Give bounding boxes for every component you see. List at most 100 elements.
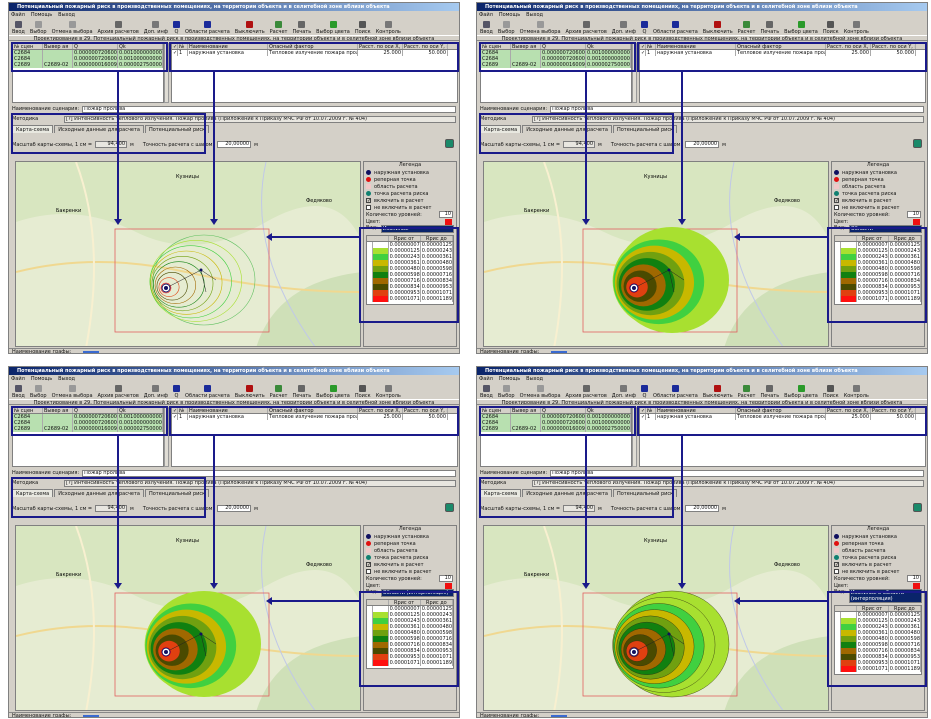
risk-level-row[interactable]: 0.000002435 0.000003618: [367, 254, 453, 260]
tab-3[interactable]: Потенциальный риск: [144, 489, 210, 497]
column-header[interactable]: №: [178, 44, 188, 49]
toolbar-button[interactable]: Q: [640, 382, 649, 399]
toolbar-button[interactable]: Поиск: [822, 18, 840, 35]
risk-level-row[interactable]: 0.000009532 0.000010714: [835, 660, 921, 666]
toolbar-button[interactable]: Выбор: [497, 18, 516, 35]
toolbar-button[interactable]: Области расчета: [652, 18, 699, 35]
calculation-area[interactable]: [114, 228, 270, 333]
risk-level-row[interactable]: 0.000002435 0.000003618: [367, 618, 453, 624]
method-select[interactable]: [?] Интенсивность теплового излучения. П…: [532, 479, 924, 487]
toolbar-button[interactable]: Выключить: [702, 18, 734, 35]
refresh-map-icon[interactable]: [445, 139, 454, 148]
menu-item[interactable]: Файл: [11, 376, 25, 382]
risk-level-row[interactable]: 0.000001253 0.000002435: [367, 612, 453, 618]
tab-2[interactable]: Исходные данные для расчета: [54, 489, 144, 497]
menu-item[interactable]: Помощь: [498, 12, 521, 18]
risk-level-row[interactable]: 0.000009532 0.000010714: [367, 290, 453, 296]
toolbar-button[interactable]: Области расчета: [652, 382, 699, 399]
levels-input[interactable]: 10: [439, 575, 453, 582]
risk-level-row[interactable]: 0.000007166 0.000008349: [367, 642, 453, 648]
risk-level-row[interactable]: 0.000004801 0.000005984: [367, 266, 453, 272]
refresh-map-icon[interactable]: [445, 503, 454, 512]
toolbar-button[interactable]: Доп. инф: [611, 382, 637, 399]
toolbar-button[interactable]: Контроль: [843, 382, 870, 399]
risk-level-row[interactable]: 0.000010714 0.000011897: [367, 660, 453, 666]
risk-level-row[interactable]: 0.000010714 0.000011897: [367, 296, 453, 302]
table-row[interactable]: C2684 0.000000720600 0.001000000000: [481, 420, 631, 426]
levels-input[interactable]: 10: [439, 211, 453, 218]
toolbar-button[interactable]: Области расчета: [184, 382, 231, 399]
risk-level-row[interactable]: 0.000005984 0.000007166: [835, 272, 921, 278]
toolbar-button[interactable]: Поиск: [822, 382, 840, 399]
menu-item[interactable]: Помощь: [30, 376, 53, 382]
toolbar-button[interactable]: Архив расчетов: [565, 382, 608, 399]
menu-item[interactable]: Выход: [526, 12, 543, 18]
toolbar-button[interactable]: Печать: [291, 18, 312, 35]
method-select[interactable]: [?] Интенсивность теплового излучения. П…: [532, 115, 924, 123]
scale-input[interactable]: 94,400: [563, 141, 596, 148]
column-header[interactable]: Расст. по оси Y, м: [872, 44, 916, 49]
column-header[interactable]: Расст. по оси Y, м: [404, 44, 448, 49]
risk-level-row[interactable]: 0.000001253 0.000002435: [835, 618, 921, 624]
column-header[interactable]: Наименование: [188, 408, 268, 413]
risk-level-row[interactable]: 0.000000070 0.000001253: [835, 612, 921, 618]
risk-level-row[interactable]: 0.000000070 0.000001253: [367, 606, 453, 612]
risk-level-row[interactable]: 0.000004801 0.000005984: [835, 636, 921, 642]
scale-input[interactable]: 94,400: [95, 141, 128, 148]
reference-point-marker[interactable]: [199, 632, 203, 636]
column-header[interactable]: Qk: [586, 44, 631, 49]
toolbar-button[interactable]: Выключить: [234, 18, 266, 35]
risk-level-row[interactable]: 0.000000070 0.000001253: [367, 242, 453, 248]
menu-item[interactable]: Файл: [479, 12, 493, 18]
toolbar-button[interactable]: Выключить: [702, 382, 734, 399]
risk-level-row[interactable]: 0.000008349 0.000009532: [835, 284, 921, 290]
step-input[interactable]: 20,00000: [685, 505, 720, 512]
risk-level-row[interactable]: 0.000005984 0.000007166: [367, 272, 453, 278]
column-header[interactable]: Наименование: [656, 408, 736, 413]
toolbar-button[interactable]: Доп. инф: [143, 18, 169, 35]
column-header[interactable]: Вывер ая: [43, 408, 73, 413]
toolbar-button[interactable]: Архив расчетов: [565, 18, 608, 35]
scenario-name-input[interactable]: Пожар пролива: [82, 469, 456, 477]
refresh-map-icon[interactable]: [913, 139, 922, 148]
table-row[interactable]: ✓ 1 наружная установка Тепловое излучение п…: [640, 414, 925, 420]
tab-3[interactable]: Потенциальный риск: [612, 489, 678, 497]
table-row[interactable]: C2689 C2689-02 0.000000016009 0.00000275000…: [481, 62, 631, 68]
toolbar-button[interactable]: Печать: [291, 382, 312, 399]
risk-level-row[interactable]: 0.000009532 0.000010714: [835, 290, 921, 296]
column-header[interactable]: № сцен: [481, 408, 511, 413]
column-header[interactable]: Q: [541, 44, 586, 49]
risk-level-row[interactable]: 0.000001253 0.000002435: [367, 248, 453, 254]
tab-2[interactable]: Исходные данные для расчета: [54, 125, 144, 133]
toolbar-button[interactable]: Ввод: [479, 382, 494, 399]
map-canvas[interactable]: Кузницы Федяково Бакренки: [15, 161, 361, 347]
table-row[interactable]: C2684 0.000000720600 0.001000000000: [13, 414, 163, 420]
tab-2[interactable]: Исходные данные для расчета: [522, 125, 612, 133]
toolbar-button[interactable]: Q: [172, 382, 181, 399]
column-header[interactable]: Расст. по оси Y, м: [872, 408, 916, 413]
map-canvas[interactable]: Кузницы Федяково Бакренки: [15, 525, 361, 711]
toolbar-button[interactable]: Контроль: [375, 18, 402, 35]
reference-point-marker[interactable]: [667, 632, 671, 636]
column-header[interactable]: Вывер ая: [511, 408, 541, 413]
table-row[interactable]: ✓ 1 наружная установка Тепловое излучение п…: [640, 50, 925, 56]
column-header[interactable]: Qk: [118, 44, 163, 49]
toolbar-button[interactable]: Поиск: [354, 382, 372, 399]
tab-3[interactable]: Потенциальный риск: [144, 125, 210, 133]
table-row[interactable]: C2684 0.000000720600 0.001000000000: [481, 56, 631, 62]
reference-point-marker[interactable]: [199, 268, 203, 272]
toolbar-button[interactable]: Отмена выбора: [51, 382, 94, 399]
scale-input[interactable]: 94,400: [95, 505, 128, 512]
column-header[interactable]: Расст. по оси Y, м: [404, 408, 448, 413]
scrollbar[interactable]: [632, 407, 637, 467]
column-header[interactable]: № сцен: [13, 408, 43, 413]
column-header[interactable]: ✓: [641, 408, 646, 413]
levels-input[interactable]: 10: [907, 211, 921, 218]
toolbar-button[interactable]: Расчет: [737, 382, 757, 399]
scenario-name-input[interactable]: Пожар пролива: [550, 105, 924, 113]
column-header[interactable]: ✓: [173, 44, 178, 49]
column-header[interactable]: № сцен: [481, 44, 511, 49]
tab-3[interactable]: Потенциальный риск: [612, 125, 678, 133]
table-row[interactable]: C2684 0.000000720600 0.001000000000: [13, 50, 163, 56]
column-header[interactable]: №: [178, 408, 188, 413]
